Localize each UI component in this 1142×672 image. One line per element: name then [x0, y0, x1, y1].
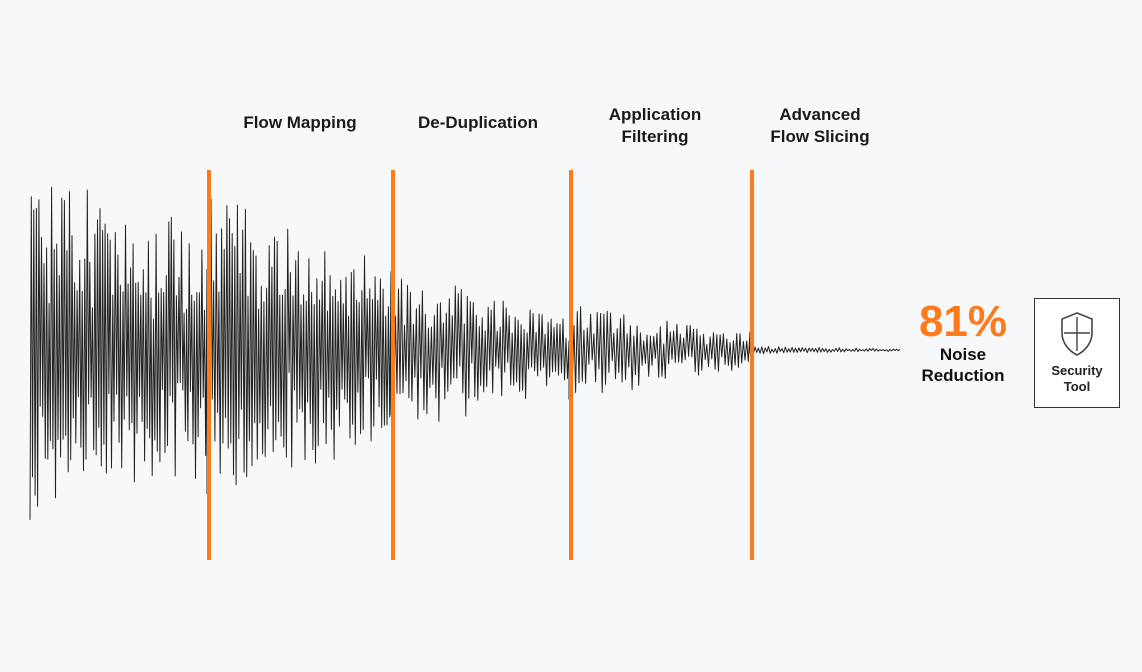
tool-box-label: SecurityTool: [1051, 363, 1102, 396]
result-block: 81% NoiseReduction: [908, 300, 1018, 387]
shield-icon: [1057, 311, 1097, 357]
result-subtitle: NoiseReduction: [908, 344, 1018, 387]
diagram-container: Flow Mapping De-Duplication ApplicationF…: [0, 0, 1142, 672]
security-tool-box: SecurityTool: [1034, 298, 1120, 408]
stage-divider-2: [569, 170, 573, 560]
stage-divider-0: [207, 170, 211, 560]
stage-divider-1: [391, 170, 395, 560]
result-percentage: 81%: [908, 300, 1018, 344]
stage-divider-3: [750, 170, 754, 560]
